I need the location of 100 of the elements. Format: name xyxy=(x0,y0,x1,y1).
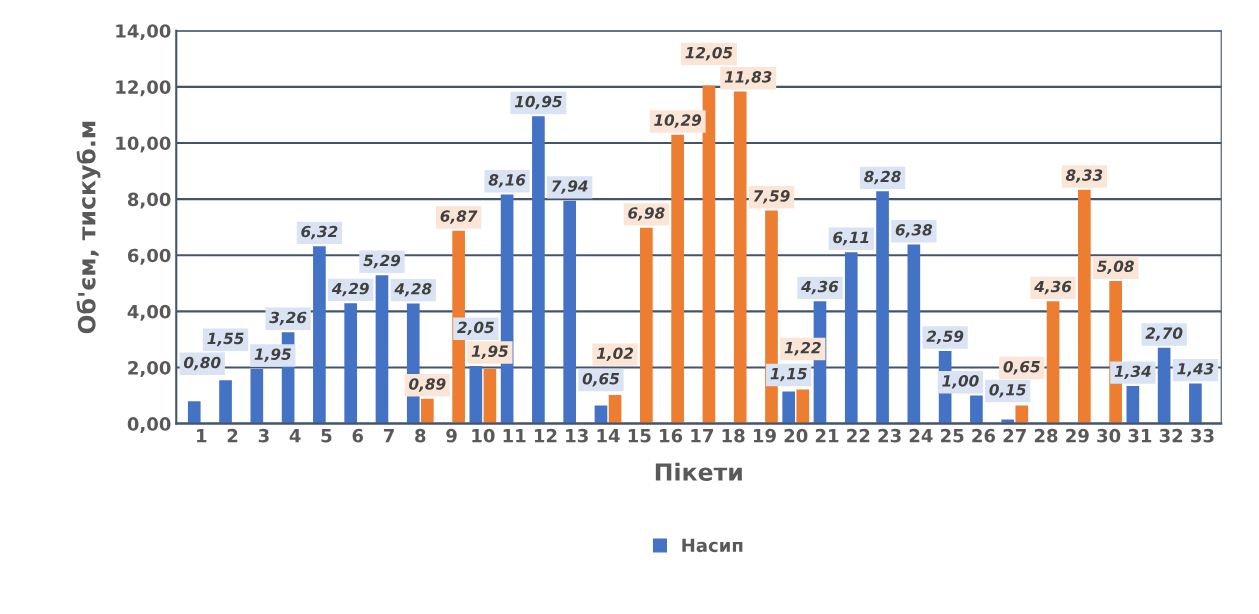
bar xyxy=(563,200,577,424)
data-label: 10,29 xyxy=(654,114,702,128)
bar xyxy=(907,244,921,424)
data-label: 1,95 xyxy=(254,348,291,362)
x-tick-label: 13 xyxy=(566,428,588,443)
data-label: 5,08 xyxy=(1096,260,1134,275)
bar xyxy=(608,395,622,424)
y-tick-label: 14,00 xyxy=(116,24,171,41)
data-label: 4,29 xyxy=(331,282,369,297)
bar xyxy=(1126,386,1140,424)
x-tick-label: 17 xyxy=(691,429,713,443)
x-tick-label: 28 xyxy=(1034,428,1058,443)
data-label: 7,59 xyxy=(753,190,790,204)
x-tick-label: 7 xyxy=(383,429,394,443)
bar xyxy=(844,252,858,424)
bar xyxy=(313,246,326,424)
bar xyxy=(1157,347,1171,424)
x-tick-label: 9 xyxy=(446,428,457,443)
data-label: 0,80 xyxy=(183,356,221,371)
bar xyxy=(733,91,747,424)
y-tick-label: 10,00 xyxy=(116,136,171,153)
x-tick-label: 21 xyxy=(815,428,839,443)
bar xyxy=(219,380,232,424)
bar xyxy=(250,368,264,424)
x-tick-label: 12 xyxy=(534,428,557,443)
y-tick-label: 8,00 xyxy=(127,192,171,209)
x-tick-label: 24 xyxy=(909,428,933,443)
data-label: 0,15 xyxy=(989,383,1026,398)
x-tick-label: 20 xyxy=(784,428,808,443)
bar xyxy=(796,389,810,424)
data-label: 2,59 xyxy=(926,330,964,344)
x-tick-label: 6 xyxy=(352,428,364,443)
data-label: 4,36 xyxy=(801,280,839,295)
bar xyxy=(782,391,796,424)
data-label: 6,32 xyxy=(301,225,338,240)
data-label: 1,00 xyxy=(942,375,979,389)
bar xyxy=(469,366,483,424)
data-label: 6,38 xyxy=(895,224,933,238)
y-tick-label: 2,00 xyxy=(128,360,171,377)
x-tick-label: 4 xyxy=(289,429,301,443)
y-axis-title: Об'єм, тискуб.м xyxy=(76,121,101,334)
data-label: 1,55 xyxy=(207,332,244,347)
bar xyxy=(970,395,983,424)
x-tick-label: 3 xyxy=(258,428,269,443)
data-label: 8,28 xyxy=(864,170,901,185)
x-tick-label: 32 xyxy=(1159,428,1183,443)
legend-label: Насип xyxy=(682,538,743,553)
x-tick-label: 8 xyxy=(415,428,426,443)
x-tick-label: 33 xyxy=(1191,428,1214,443)
data-label: 1,15 xyxy=(770,368,807,382)
x-tick-label: 31 xyxy=(1128,428,1152,443)
bar xyxy=(1189,383,1202,424)
y-tick-label: 4,00 xyxy=(127,304,171,321)
data-label: 10,95 xyxy=(514,95,562,110)
x-tick-label: 15 xyxy=(628,429,651,443)
bar xyxy=(1001,419,1015,424)
data-label: 6,98 xyxy=(628,207,665,221)
data-label: 4,28 xyxy=(394,283,432,297)
x-tick-label: 30 xyxy=(1097,428,1121,443)
bar xyxy=(671,134,684,424)
bar xyxy=(344,303,358,424)
x-tick-label: 19 xyxy=(753,428,776,443)
data-label: 1,95 xyxy=(471,345,508,359)
data-label: 1,34 xyxy=(1114,365,1151,380)
x-tick-label: 25 xyxy=(941,428,964,443)
data-label: 11,83 xyxy=(724,71,772,85)
bar xyxy=(1015,405,1029,424)
bar xyxy=(876,191,889,424)
data-label: 6,11 xyxy=(833,231,869,246)
x-tick-label: 10 xyxy=(472,428,495,443)
x-tick-label: 1 xyxy=(197,429,207,443)
x-tick-label: 16 xyxy=(660,428,683,443)
y-tick-label: 12,00 xyxy=(116,80,171,97)
data-label: 6,87 xyxy=(440,210,478,224)
bar xyxy=(702,85,716,424)
data-label: 3,26 xyxy=(269,311,307,326)
x-tick-label: 29 xyxy=(1066,428,1089,443)
y-tick-label: 6,00 xyxy=(127,248,171,265)
bar xyxy=(594,405,608,424)
bar xyxy=(640,227,653,424)
data-label: 1,02 xyxy=(596,347,634,362)
data-label: 8,33 xyxy=(1065,169,1103,183)
data-label: 0,65 xyxy=(582,372,620,387)
data-label: 8,16 xyxy=(488,174,526,188)
x-tick-label: 11 xyxy=(503,429,526,443)
x-tick-label: 18 xyxy=(722,428,745,443)
bar xyxy=(421,398,434,424)
bar xyxy=(187,401,201,424)
bar xyxy=(375,275,389,424)
x-tick-label: 5 xyxy=(321,429,332,443)
x-tick-label: 27 xyxy=(1003,428,1026,443)
data-label: 4,36 xyxy=(1034,280,1072,295)
data-label: 1,43 xyxy=(1177,363,1214,377)
x-axis-title: Пікети xyxy=(655,462,742,481)
data-label: 5,29 xyxy=(363,254,401,269)
data-label: 0,65 xyxy=(1003,360,1040,375)
data-label: 0,89 xyxy=(409,378,446,392)
data-label: 7,94 xyxy=(552,180,588,194)
x-tick-label: 2 xyxy=(227,428,238,443)
x-tick-label: 14 xyxy=(597,429,620,443)
